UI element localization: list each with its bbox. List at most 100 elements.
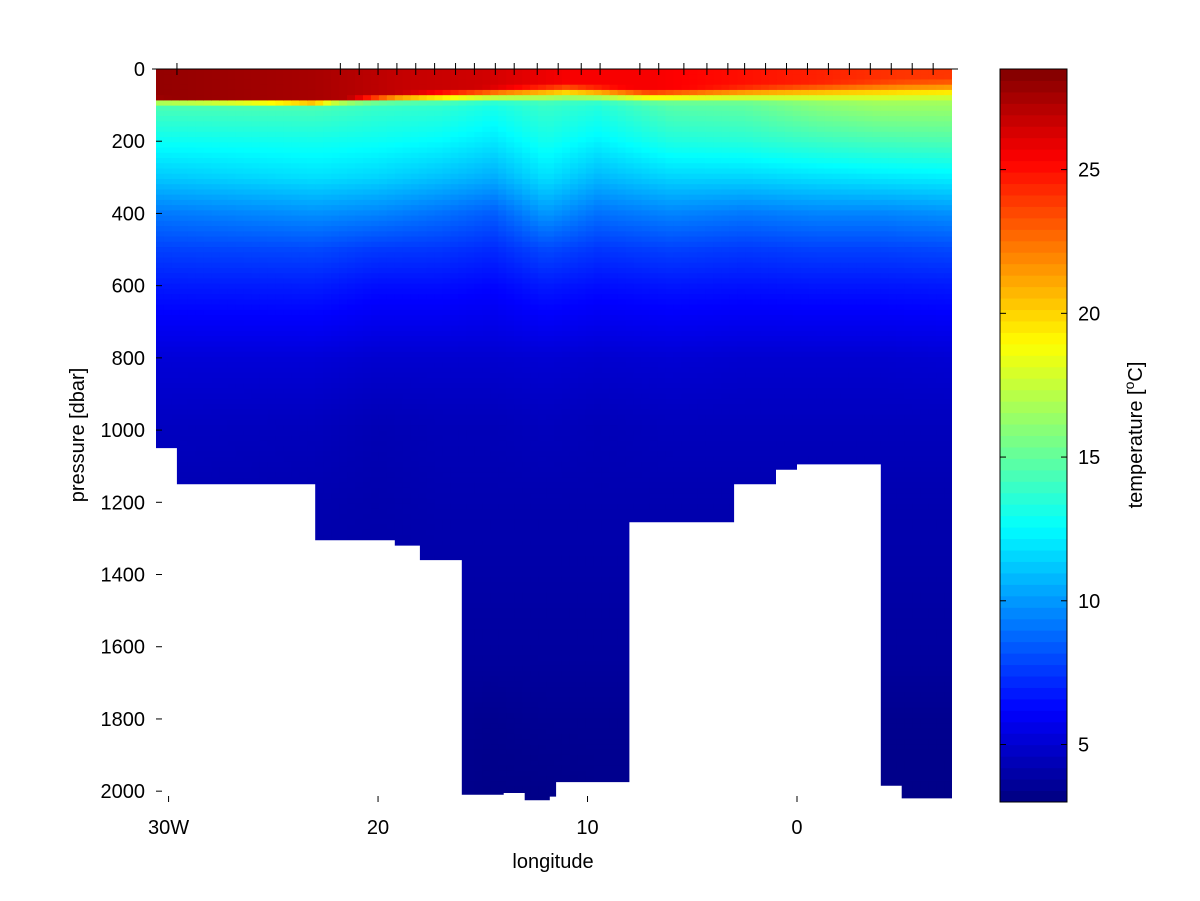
field-cell: [402, 388, 412, 395]
field-cell: [418, 435, 428, 442]
field-cell: [434, 278, 444, 285]
field-cell: [283, 116, 292, 122]
field-cell: [386, 367, 396, 374]
field-cell: [410, 299, 420, 306]
field-cell: [267, 158, 276, 164]
field-cell: [187, 137, 197, 143]
field-cell: [267, 220, 276, 227]
field-cell: [219, 320, 229, 327]
field-cell: [418, 503, 428, 510]
field-cell: [156, 356, 165, 363]
field-cell: [283, 351, 292, 358]
field-cell: [243, 346, 253, 353]
field-cell: [410, 158, 420, 164]
field-cell: [195, 320, 205, 327]
field-cell: [203, 477, 213, 484]
field-cell: [418, 315, 428, 321]
field-cell: [187, 231, 197, 238]
field-cell: [370, 351, 380, 358]
field-cell: [259, 315, 269, 321]
field-cell: [187, 184, 197, 191]
field-cell: [251, 257, 261, 264]
field-cell: [251, 252, 261, 259]
field-cell: [251, 236, 261, 243]
field-cell: [156, 320, 165, 327]
field-cell: [362, 487, 372, 494]
field-cell: [331, 419, 340, 426]
field-cell: [211, 315, 221, 321]
field-cell: [203, 362, 213, 369]
field-cell: [323, 356, 332, 363]
field-cell: [434, 414, 444, 421]
field-cell: [434, 477, 444, 484]
field-cell: [156, 95, 165, 102]
field-cell: [259, 430, 269, 437]
field-cell: [299, 377, 308, 384]
field-cell: [211, 137, 221, 143]
field-cell: [299, 131, 308, 138]
field-cell: [402, 226, 412, 232]
field-cell: [163, 205, 173, 211]
field-cell: [275, 356, 284, 363]
field-cell: [163, 194, 173, 201]
field-cell: [362, 168, 372, 175]
field-cell: [402, 79, 412, 86]
field-cell: [323, 236, 332, 243]
field-cell: [299, 456, 308, 463]
field-cell: [235, 215, 245, 222]
field-cell: [243, 435, 253, 442]
field-cell: [171, 84, 181, 91]
field-cell: [275, 189, 284, 196]
field-cell: [243, 377, 253, 384]
field-cell: [315, 404, 324, 410]
field-cell: [275, 142, 284, 149]
field-cell: [275, 110, 284, 117]
field-cell: [203, 309, 213, 316]
field-cell: [339, 320, 348, 327]
field-cell: [355, 241, 364, 248]
field-cell: [203, 294, 213, 300]
field-cell: [355, 330, 364, 337]
field-cell: [283, 466, 292, 473]
field-cell: [283, 336, 292, 342]
field-cell: [418, 173, 428, 180]
field-cell: [386, 257, 396, 264]
field-cell: [275, 409, 284, 416]
field-cell: [370, 372, 380, 379]
field-cell: [243, 304, 253, 311]
field-cell: [195, 477, 205, 484]
field-cell: [339, 482, 348, 489]
field-cell: [434, 372, 444, 379]
field-cell: [386, 278, 396, 285]
field-cell: [187, 461, 197, 468]
field-cell: [347, 404, 356, 410]
field-cell: [307, 393, 316, 400]
field-cell: [315, 341, 324, 348]
field-cell: [211, 341, 221, 348]
field-cell: [378, 529, 388, 536]
field-cell: [203, 158, 213, 164]
field-cell: [402, 158, 412, 164]
field-cell: [187, 315, 197, 321]
field-cell: [434, 362, 444, 369]
field-cell: [362, 110, 372, 117]
field-cell: [386, 215, 396, 222]
field-cell: [315, 100, 324, 107]
field-cell: [243, 158, 253, 164]
field-cell: [307, 74, 316, 81]
field-cell: [211, 215, 221, 222]
field-cell: [195, 330, 205, 337]
field-cell: [378, 508, 388, 515]
field-cell: [259, 383, 269, 389]
field-cell: [299, 147, 308, 154]
field-cell: [187, 320, 197, 327]
field-cell: [362, 184, 372, 191]
field-cell: [251, 262, 261, 269]
field-cell: [402, 267, 412, 274]
field-cell: [394, 309, 404, 316]
field-cell: [378, 163, 388, 170]
field-cell: [426, 545, 436, 552]
field-cell: [394, 262, 404, 269]
field-cell: [323, 105, 332, 112]
field-cell: [251, 304, 261, 311]
